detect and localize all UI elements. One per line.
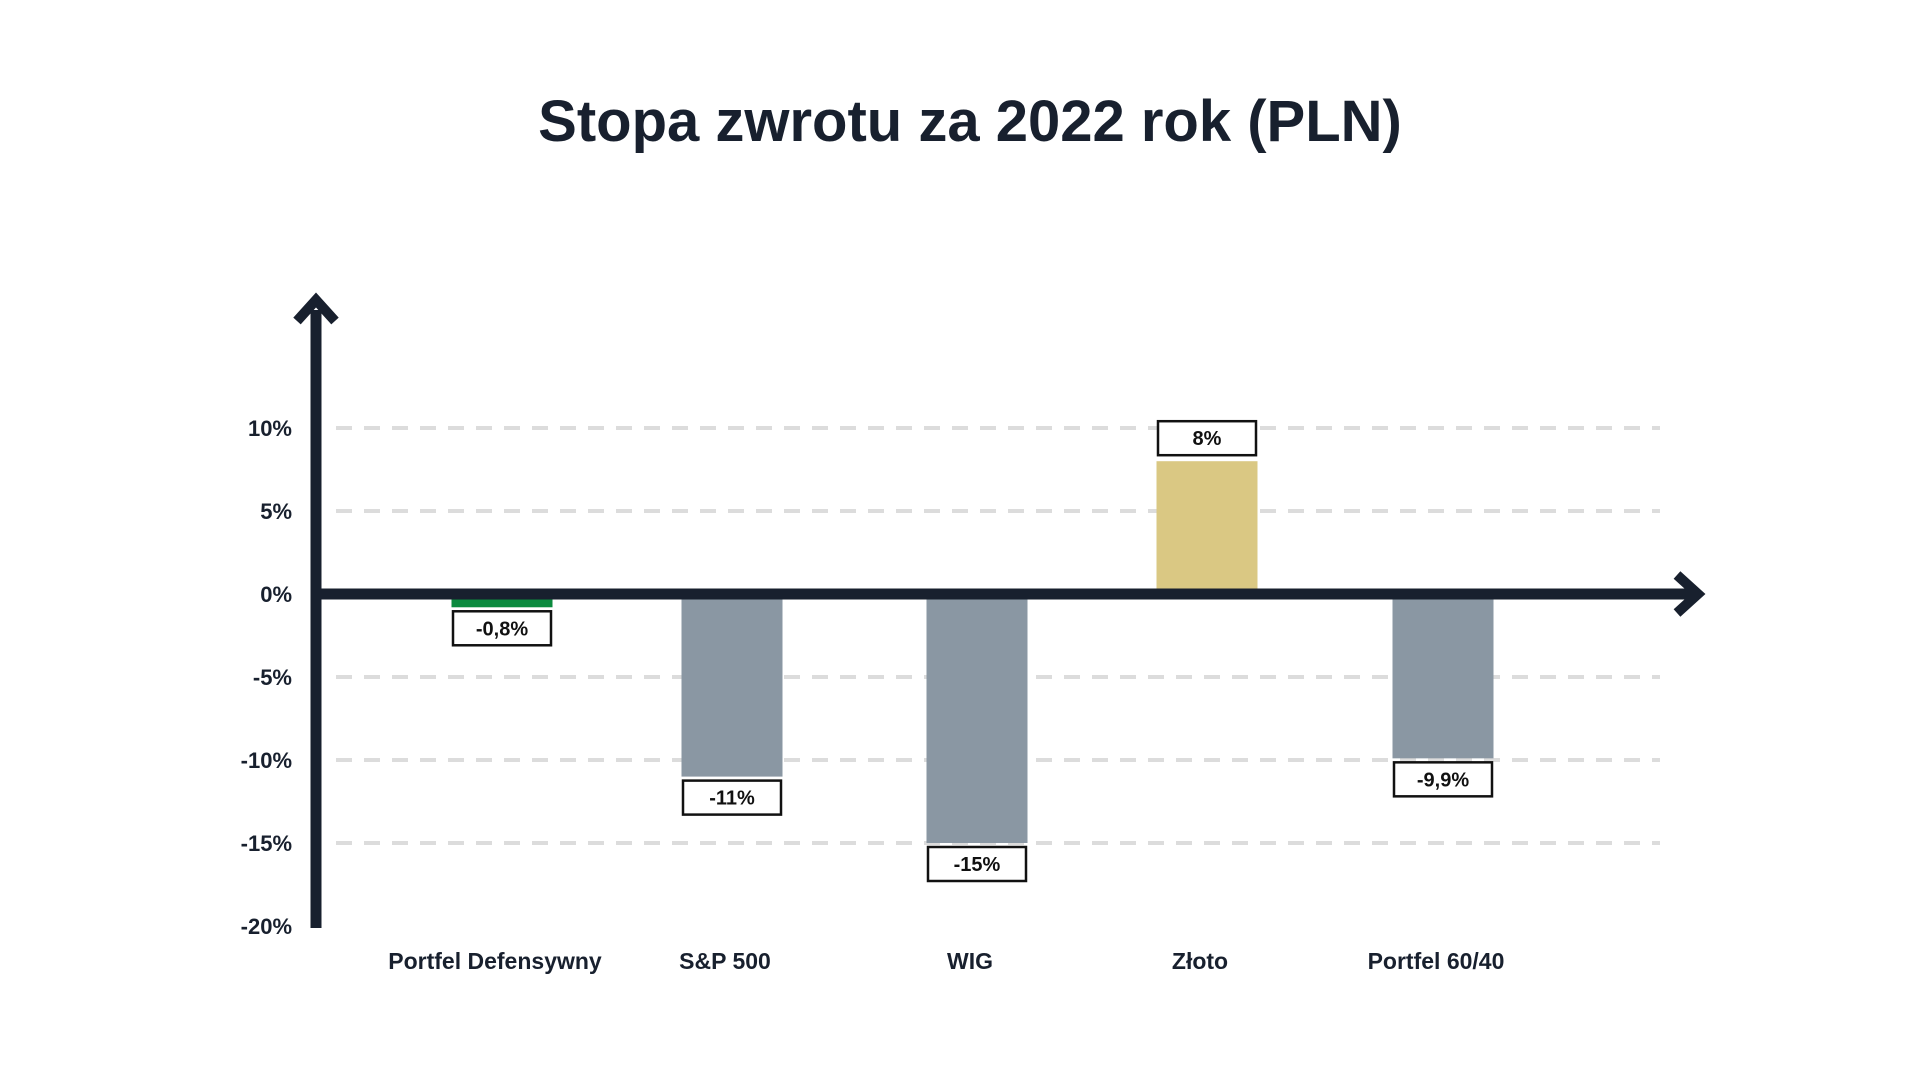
data-label-box [926, 845, 1028, 883]
y-tick-label: -15% [241, 831, 292, 856]
data-label: -11% [709, 788, 755, 810]
y-tick-label: 5% [260, 499, 292, 524]
data-label: 8% [1193, 428, 1222, 450]
y-tick-label: -10% [241, 748, 292, 773]
category-label: WIG [947, 948, 993, 974]
y-axis-arrow [293, 292, 339, 325]
axes [293, 292, 1706, 928]
data-label: -9,9% [1417, 769, 1469, 791]
y-tick-label: 10% [248, 416, 292, 441]
y-tick-label: -20% [241, 914, 292, 939]
y-tick-label: -5% [253, 665, 292, 690]
bar [681, 594, 783, 777]
data-label-box [681, 779, 783, 816]
y-tick-label: 0% [260, 582, 292, 607]
data-label-box [1392, 761, 1494, 798]
data-label: -0,8% [476, 618, 528, 640]
category-label: Portfel 60/40 [1368, 948, 1505, 974]
bar [1392, 594, 1494, 759]
data-label: -15% [954, 854, 1001, 876]
category-label: S&P 500 [679, 948, 771, 974]
category-label: Portfel Defensywny [388, 948, 602, 974]
x-axis-arrow [1673, 571, 1706, 617]
chart-title: Stopa zwrotu za 2022 rok (PLN) [538, 89, 1402, 154]
labels: 10% 5% 0% -5% -10% -15% -20% -0,8% Portfel Defen… [241, 416, 1505, 974]
data-label-box [1156, 419, 1258, 457]
bar [1156, 461, 1258, 594]
category-label: Złoto [1172, 948, 1228, 974]
data-label-box [451, 610, 553, 647]
bar [926, 594, 1028, 843]
bars [451, 461, 1494, 843]
